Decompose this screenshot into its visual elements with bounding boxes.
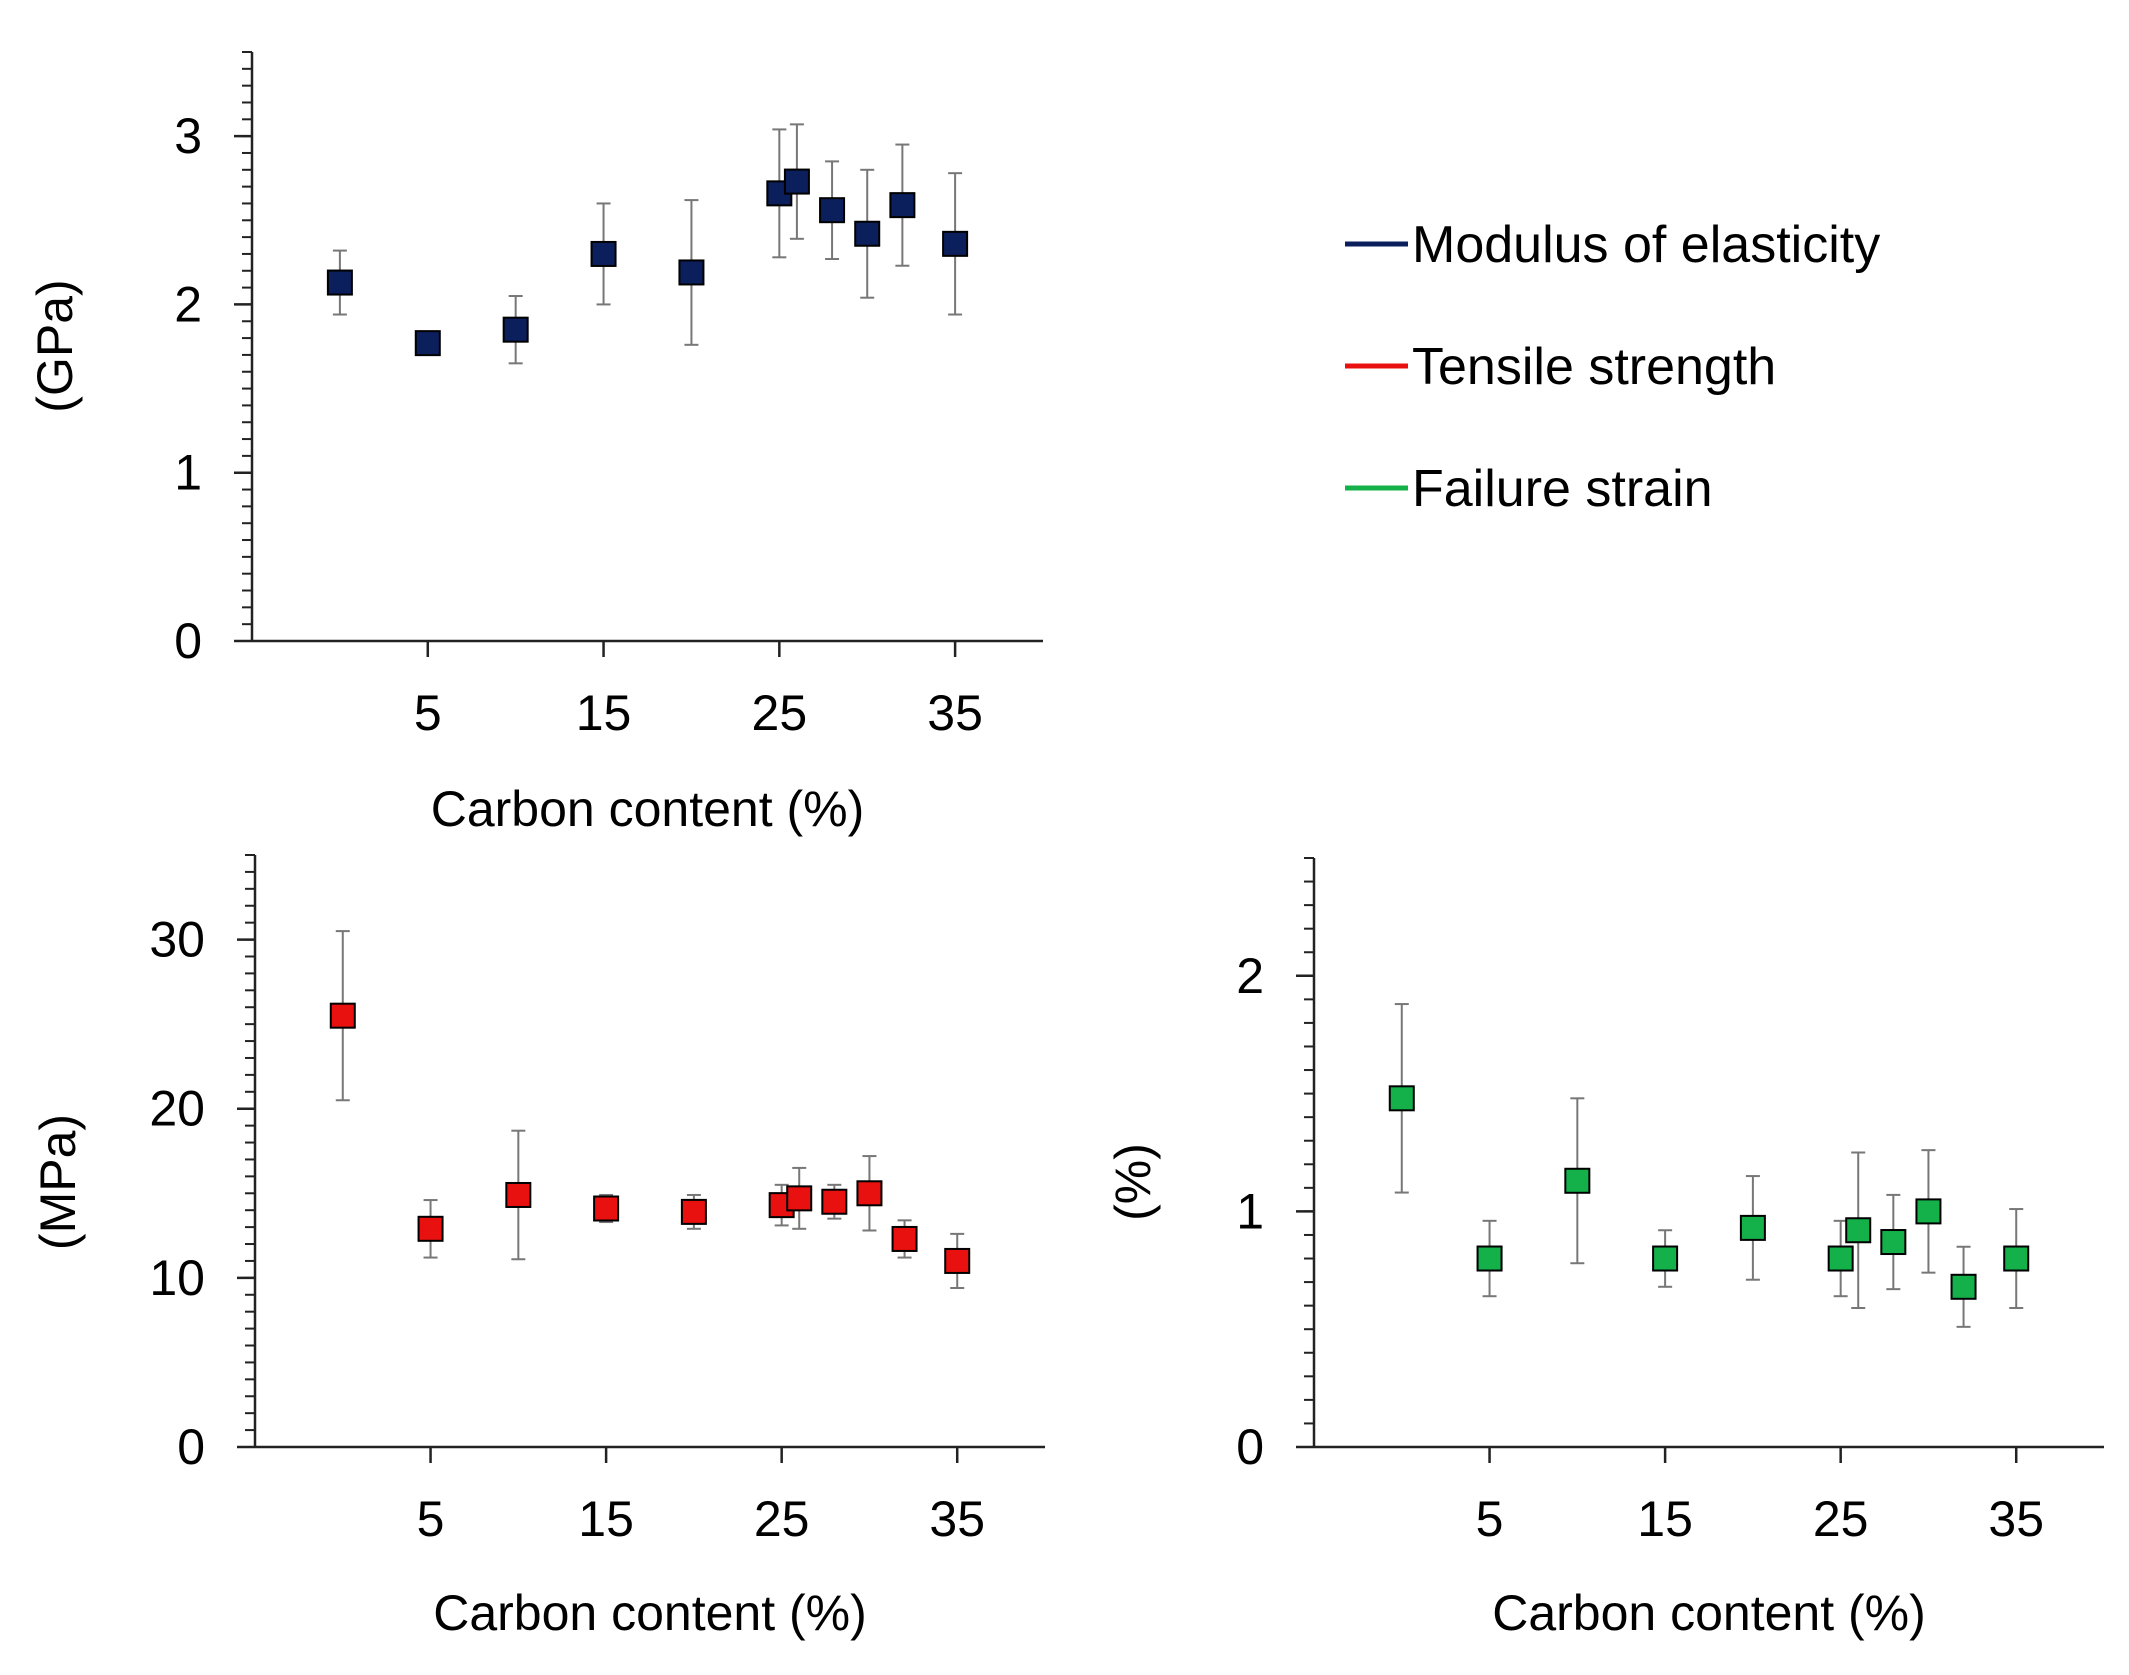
data-point <box>414 330 441 357</box>
data-point <box>2003 1245 2030 1272</box>
legend-item-tensile: Tensile strength <box>1345 338 1776 396</box>
y-tick-label: 3 <box>174 108 202 164</box>
x-tick-label: 35 <box>927 685 983 741</box>
data-point <box>505 1181 532 1208</box>
x-tick-label: 5 <box>417 1491 445 1547</box>
data-point <box>766 180 793 207</box>
data-point <box>1476 1245 1503 1272</box>
data-point <box>856 1180 883 1207</box>
data-point <box>590 240 617 267</box>
data-point <box>854 220 881 247</box>
x-tick-label: 35 <box>1988 1491 2044 1547</box>
data-point <box>1652 1245 1679 1272</box>
legend-label-strain: Failure strain <box>1412 460 1713 518</box>
legend-label-tensile: Tensile strength <box>1412 338 1776 396</box>
y-tick-label: 0 <box>177 1419 205 1475</box>
x-axis-title: Carbon content (%) <box>431 781 865 837</box>
data-point <box>1388 1085 1415 1112</box>
y-axis-title: (MPa) <box>30 1114 86 1250</box>
data-point <box>1845 1217 1872 1244</box>
data-point <box>502 316 529 343</box>
x-tick-label: 35 <box>929 1491 985 1547</box>
x-axis-title: Carbon content (%) <box>433 1585 867 1641</box>
tensile-strength-chart: 0 10 20 30 5 15 25 35 Carbon content (%) (MPa) <box>30 854 1045 1641</box>
y-tick-label: 2 <box>174 276 202 332</box>
x-tick-label: 25 <box>752 685 808 741</box>
legend-item-modulus: Modulus of elasticity <box>1345 216 1880 274</box>
data-point <box>1950 1273 1977 1300</box>
y-axis-title: (%) <box>1105 1143 1161 1221</box>
y-tick-label: 0 <box>1236 1419 1264 1475</box>
y-tick-label: 0 <box>174 613 202 669</box>
data-point <box>680 1198 707 1225</box>
x-tick-label: 15 <box>576 685 632 741</box>
y-tick-label: 2 <box>1236 948 1264 1004</box>
x-tick-label: 25 <box>754 1491 810 1547</box>
data-point <box>783 168 810 195</box>
x-axis-title: Carbon content (%) <box>1492 1585 1926 1641</box>
y-tick-label: 30 <box>149 912 205 968</box>
data-point <box>1880 1229 1907 1256</box>
legend-label-modulus: Modulus of elasticity <box>1412 216 1880 274</box>
x-tick-label: 5 <box>414 685 442 741</box>
data-point <box>821 1188 848 1215</box>
x-tick-label: 25 <box>1813 1491 1869 1547</box>
data-point <box>889 192 916 219</box>
data-point <box>944 1247 971 1274</box>
data-point <box>417 1215 444 1242</box>
data-point <box>891 1225 918 1252</box>
data-point <box>1564 1167 1591 1194</box>
legend: Modulus of elasticity Tensile strength F… <box>1345 216 1880 518</box>
legend-item-strain: Failure strain <box>1345 460 1713 518</box>
x-tick-label: 15 <box>578 1491 634 1547</box>
y-tick-label: 20 <box>149 1081 205 1137</box>
data-point <box>326 269 353 296</box>
data-point <box>819 197 846 224</box>
data-point <box>1739 1214 1766 1241</box>
y-axis-title: (GPa) <box>27 279 83 412</box>
data-point <box>593 1195 620 1222</box>
data-point <box>1915 1198 1942 1225</box>
y-tick-label: 1 <box>174 445 202 501</box>
y-tick-label: 10 <box>149 1250 205 1306</box>
data-point <box>786 1185 813 1212</box>
data-point <box>942 230 969 257</box>
y-tick-label: 1 <box>1236 1183 1264 1239</box>
x-tick-label: 15 <box>1637 1491 1693 1547</box>
x-tick-label: 5 <box>1476 1491 1504 1547</box>
data-point <box>329 1002 356 1029</box>
data-point <box>1827 1245 1854 1272</box>
data-point <box>678 259 705 286</box>
